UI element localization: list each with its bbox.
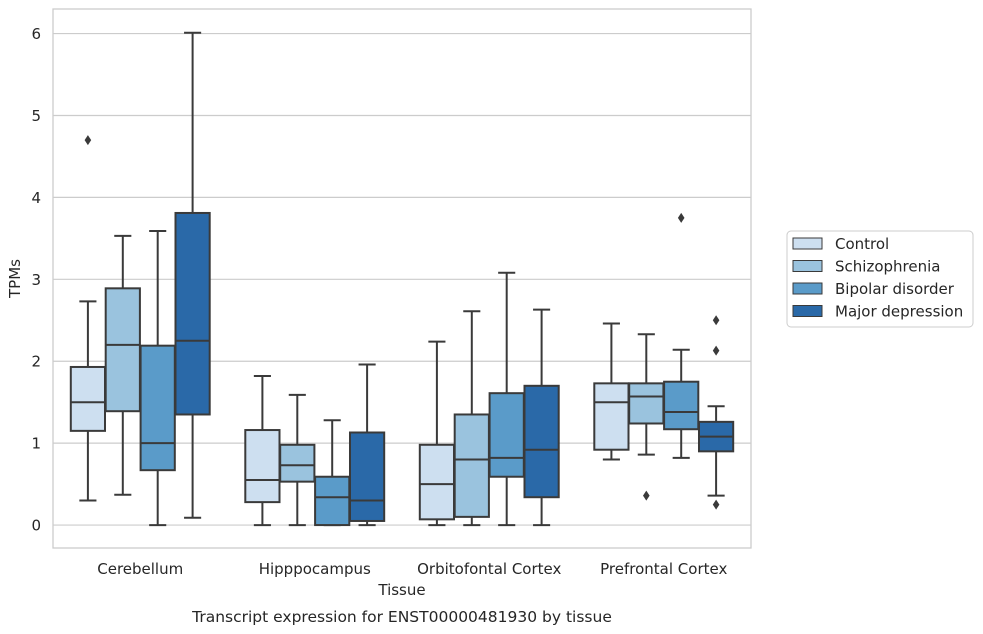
box-schizophrenia <box>279 393 316 527</box>
box-iqr <box>453 413 490 518</box>
box-iqr <box>314 475 351 527</box>
legend-swatch <box>792 237 823 250</box>
x-axis-label: Tissue <box>377 581 425 599</box>
y-tick-label: 0 <box>31 517 41 535</box>
outlier-point <box>643 490 650 501</box>
x-axis-ticks: Cerebellum Hipppocampus Orbitofontal Corte… <box>97 560 727 578</box>
box-schizophrenia <box>628 333 665 501</box>
box-iqr <box>488 392 525 478</box>
legend-frame <box>786 230 974 328</box>
legend-entry-label: Schizophrenia <box>835 258 940 276</box>
y-tick-label: 3 <box>31 271 41 289</box>
box-control <box>593 322 630 461</box>
box-iqr <box>348 431 386 522</box>
box-major-depression <box>348 363 386 527</box>
box-iqr <box>139 344 176 472</box>
outlier-point <box>84 135 92 146</box>
box-major-depression <box>174 31 211 519</box>
box-bipolar-disorder <box>488 271 525 527</box>
x-tick-label: Prefrontal Cortex <box>600 560 727 578</box>
box-control <box>244 374 281 527</box>
box-bipolar-disorder <box>663 212 700 459</box>
y-tick-label: 5 <box>31 107 41 125</box>
y-axis-ticks: 0 1 2 3 4 5 6 <box>31 25 41 534</box>
box-iqr <box>244 429 281 504</box>
box-iqr <box>104 287 141 413</box>
box-iqr <box>174 211 211 416</box>
legend: Control Schizophrenia Bipolar disorder Majo… <box>786 230 974 328</box>
box-iqr <box>628 382 665 425</box>
y-tick-label: 4 <box>31 189 41 207</box>
box-plot-area <box>69 31 735 527</box>
x-tick-label: Hipppocampus <box>259 560 371 578</box>
box-iqr <box>279 443 316 483</box>
legend-swatch <box>792 282 823 295</box>
x-tick-label: Orbitofontal Cortex <box>417 560 561 578</box>
box-iqr <box>523 384 560 499</box>
box-control <box>418 340 456 527</box>
box-bipolar-disorder <box>139 229 176 527</box>
legend-entry-label: Control <box>835 235 889 253</box>
box-schizophrenia <box>104 234 141 496</box>
box-iqr <box>593 382 630 451</box>
outlier-point <box>712 499 720 510</box>
outlier-point <box>677 212 685 223</box>
chart-title: Transcript expression for ENST0000048193… <box>191 608 612 626</box>
y-tick-label: 2 <box>31 353 41 371</box>
box-major-depression <box>697 315 735 510</box>
legend-entry-label: Bipolar disorder <box>835 280 955 298</box>
box-iqr <box>69 365 107 432</box>
x-tick-label: Cerebellum <box>97 560 183 578</box>
y-tick-label: 6 <box>31 25 41 43</box>
plot-frame <box>52 8 752 549</box>
y-tick-label: 1 <box>31 435 41 453</box>
box-schizophrenia <box>453 310 490 527</box>
legend-swatch <box>792 260 823 272</box>
box-control <box>69 135 107 502</box>
legend-swatch <box>792 305 823 317</box>
box-bipolar-disorder <box>314 419 351 527</box>
box-iqr <box>418 443 456 521</box>
outlier-point <box>712 345 720 356</box>
outlier-point <box>712 315 720 326</box>
box-iqr <box>663 380 700 431</box>
legend-entry-label: Major depression <box>835 303 963 321</box>
box-major-depression <box>523 308 560 527</box>
y-axis-label: TPMs <box>6 259 24 299</box>
